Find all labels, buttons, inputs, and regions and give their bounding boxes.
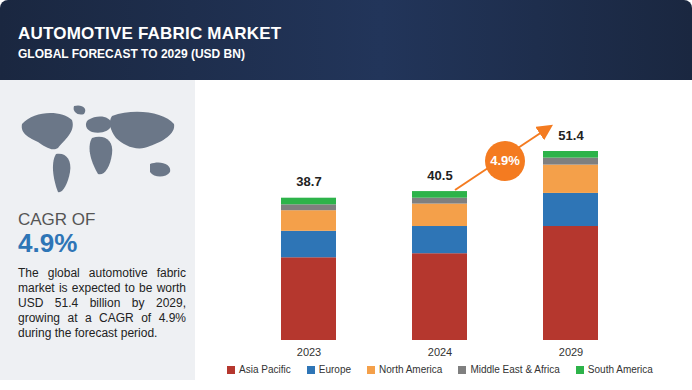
html-text:4.9%: 4.9% xyxy=(18,228,78,258)
html-text:The global automotive fabric m: The global automotive fabric market is e… xyxy=(18,266,186,340)
svg-text:38.7: 38.7 xyxy=(296,174,321,189)
svg-text:51.4: 51.4 xyxy=(558,128,584,143)
html-text:South America: South America xyxy=(587,364,653,375)
svg-text:2024: 2024 xyxy=(428,346,452,358)
html-text:Europe: Europe xyxy=(318,364,351,375)
html-text:Asia Pacific: Asia Pacific xyxy=(239,364,291,375)
html-text:North America: North America xyxy=(379,364,443,375)
html-text:Middle East & Africa: Middle East & Africa xyxy=(470,364,560,375)
html-text:CAGR OF: CAGR OF xyxy=(18,210,96,229)
html-text:GLOBAL FORECAST TO 2029 (USD B: GLOBAL FORECAST TO 2029 (USD BN) xyxy=(18,47,245,61)
html-text:AUTOMOTIVE FABRIC MARKET: AUTOMOTIVE FABRIC MARKET xyxy=(18,24,282,43)
svg-text:40.5: 40.5 xyxy=(427,168,452,183)
svg-text:2029: 2029 xyxy=(559,346,583,358)
html-text:4.9%: 4.9% xyxy=(490,153,520,168)
svg-text:2023: 2023 xyxy=(297,346,321,358)
